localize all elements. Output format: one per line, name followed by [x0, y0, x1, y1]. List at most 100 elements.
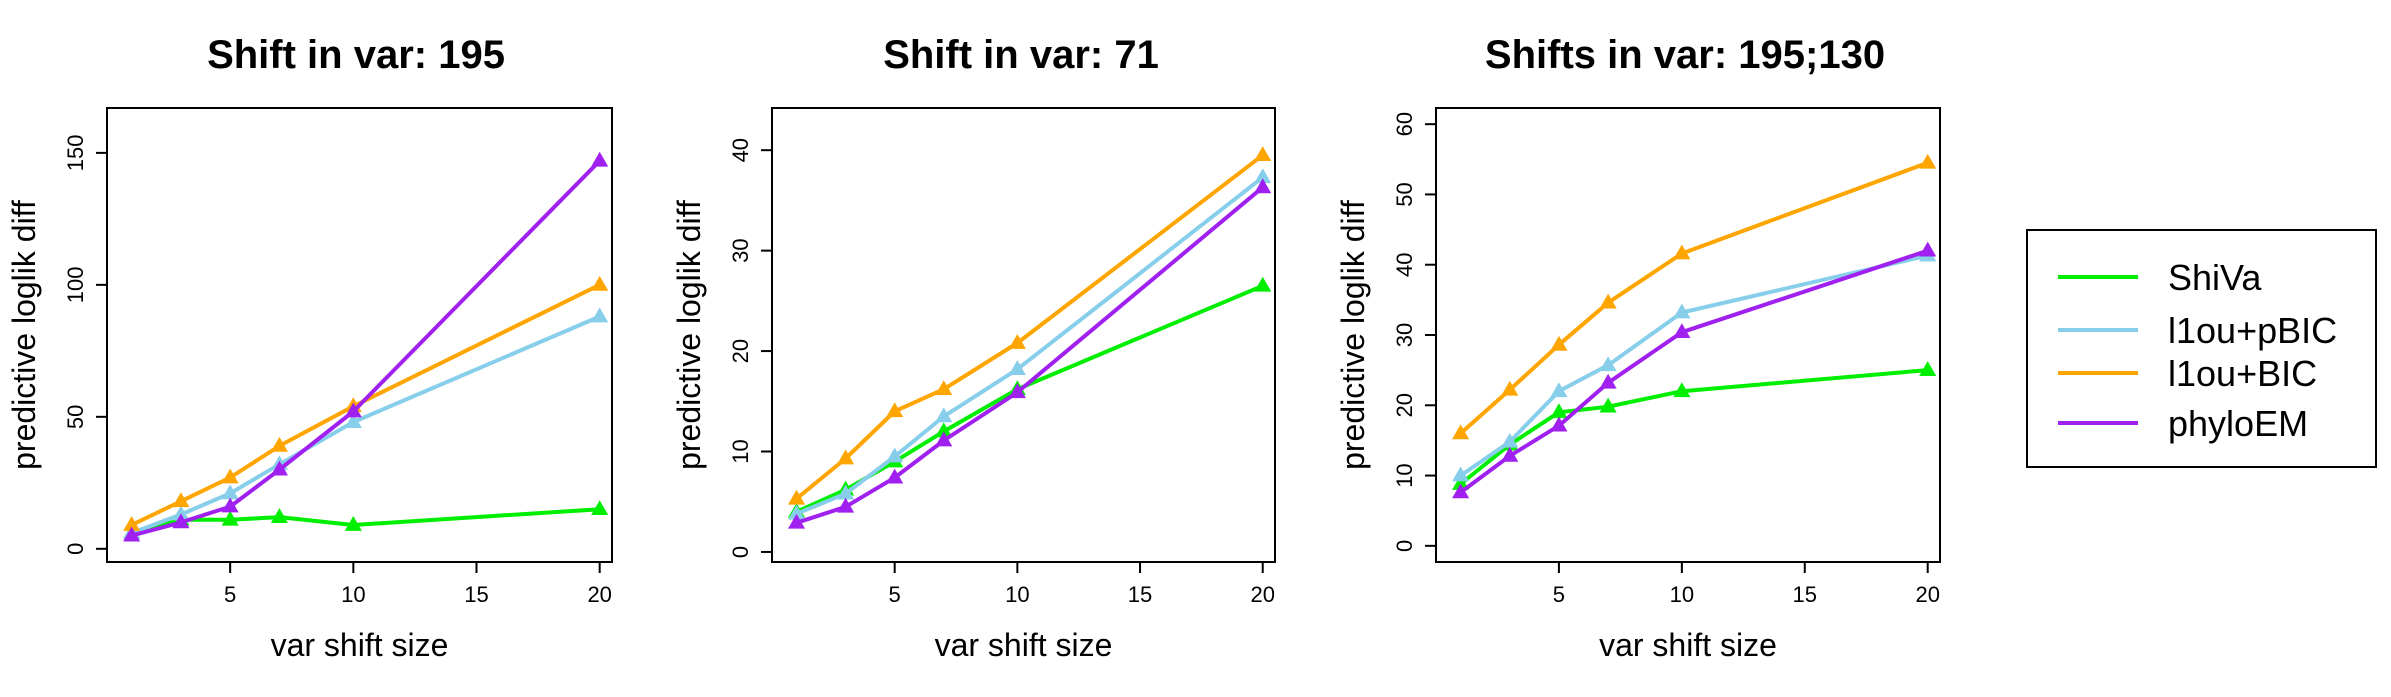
y-tick-label: 100	[63, 266, 88, 303]
y-axis-label: predictive loglik diff	[1335, 200, 1371, 470]
y-tick-label: 60	[1392, 112, 1417, 136]
series-line-l1ou-bic	[1458, 160, 1930, 436]
data-point-l1ou-bic	[1673, 244, 1691, 260]
data-point-phyloem	[344, 402, 362, 418]
data-point-l1ou-pbic	[1550, 382, 1568, 398]
x-axis-label: var shift size	[935, 627, 1113, 663]
x-tick-label: 15	[464, 582, 488, 607]
x-tick-label: 5	[224, 582, 236, 607]
data-point-l1ou-pbic	[1599, 356, 1617, 372]
data-point-shiva	[1254, 276, 1272, 292]
y-tick-label: 0	[728, 546, 753, 558]
data-point-l1ou-pbic	[935, 407, 953, 423]
data-point-l1ou-pbic	[837, 484, 855, 500]
data-point-phyloem	[1919, 241, 1937, 257]
series-line-phyloem	[1458, 248, 1930, 495]
data-point-phyloem	[1254, 178, 1272, 194]
legend-label-shiva: ShiVa	[2168, 257, 2262, 298]
data-point-l1ou-pbic	[591, 307, 609, 323]
data-point-l1ou-bic	[591, 275, 609, 291]
y-axis-label: predictive loglik diff	[6, 200, 42, 470]
x-tick-label: 10	[341, 582, 365, 607]
series-line-shiva	[794, 283, 1265, 514]
data-point-l1ou-pbic	[1501, 432, 1519, 448]
x-tick-label: 20	[1250, 582, 1274, 607]
data-point-phyloem	[787, 513, 806, 529]
data-point-shiva	[1673, 382, 1691, 398]
data-point-l1ou-pbic	[787, 504, 806, 520]
chart-panel-3: Shifts in var: 195;130 5 10 15 20 0 10 20 30 40 50…	[1335, 33, 1941, 663]
series-line-phyloem	[794, 185, 1265, 525]
data-point-phyloem	[123, 526, 141, 542]
x-tick-label: 20	[1915, 582, 1939, 607]
x-tick-label: 10	[1670, 582, 1694, 607]
y-tick-label: 40	[1392, 252, 1417, 276]
y-tick-label: 0	[1392, 540, 1417, 552]
data-point-shiva	[1550, 403, 1568, 419]
series-line-l1ou-pbic	[794, 175, 1265, 516]
data-point-phyloem	[837, 497, 855, 513]
data-point-l1ou-bic	[1501, 380, 1519, 396]
x-axis-label: var shift size	[1599, 627, 1777, 663]
data-point-l1ou-bic	[935, 380, 953, 396]
data-point-phyloem	[1452, 483, 1470, 499]
data-point-l1ou-pbic	[344, 413, 362, 428]
data-point-shiva	[1452, 474, 1470, 490]
data-point-l1ou-bic	[1599, 293, 1617, 309]
data-point-phyloem	[172, 513, 190, 529]
y-tick-label: 10	[1392, 463, 1417, 487]
data-point-l1ou-bic	[1550, 335, 1568, 351]
chart-title: Shift in var: 71	[883, 33, 1159, 77]
series-line-shiva	[1458, 368, 1930, 486]
legend-label-l1ou-pbic: l1ou+pBIC	[2168, 310, 2337, 351]
data-point-l1ou-bic	[837, 449, 855, 465]
data-point-l1ou-bic	[886, 402, 904, 418]
data-point-l1ou-bic	[123, 516, 141, 531]
chart-title: Shift in var: 195	[207, 33, 505, 77]
chart-title: Shifts in var: 195;130	[1485, 33, 1885, 77]
data-point-l1ou-bic	[1254, 146, 1272, 162]
data-point-phyloem	[270, 460, 288, 476]
data-point-phyloem	[1501, 446, 1519, 462]
legend-box	[2026, 229, 2377, 468]
data-point-l1ou-bic	[172, 492, 190, 508]
data-point-shiva	[935, 422, 953, 438]
data-point-l1ou-pbic	[221, 484, 239, 500]
data-point-phyloem	[1008, 383, 1026, 399]
series-line-l1ou-bic	[129, 282, 602, 527]
x-tick-label: 20	[587, 582, 611, 607]
plot-frame	[106, 107, 613, 563]
y-tick-label: 0	[63, 543, 88, 555]
data-point-shiva	[270, 508, 288, 523]
series-line-l1ou-pbic	[129, 314, 602, 535]
y-tick-label: 20	[728, 339, 753, 363]
legend-label-phyloem: phyloEM	[2168, 403, 2308, 444]
data-point-shiva	[1919, 361, 1937, 376]
data-point-l1ou-bic	[1919, 153, 1937, 169]
chart-panel-1: Shift in var: 195 5 10 15 20 0 50 100 150 var shi…	[6, 33, 613, 663]
data-point-l1ou-pbic	[172, 505, 190, 521]
y-tick-label: 50	[1392, 182, 1417, 206]
y-tick-label: 50	[63, 405, 88, 429]
data-point-l1ou-bic	[270, 436, 288, 452]
data-point-phyloem	[1599, 373, 1617, 389]
data-point-shiva	[221, 510, 239, 526]
data-point-l1ou-bic	[221, 468, 239, 484]
data-point-phyloem	[1673, 323, 1691, 339]
data-point-l1ou-pbic	[1254, 168, 1272, 184]
data-point-phyloem	[886, 468, 904, 484]
data-point-l1ou-bic	[1008, 334, 1026, 349]
series-line-l1ou-bic	[794, 153, 1265, 501]
y-tick-label: 40	[728, 138, 753, 162]
x-tick-label: 5	[889, 582, 901, 607]
data-point-phyloem	[1550, 416, 1568, 432]
data-point-phyloem	[221, 497, 239, 513]
x-tick-label: 5	[1553, 582, 1565, 607]
plot-frame	[771, 107, 1276, 563]
data-point-shiva	[591, 500, 609, 516]
legend: ShiVa l1ou+pBIC l1ou+BIC phyloEM	[2026, 229, 2377, 468]
data-point-phyloem	[591, 151, 609, 167]
data-point-phyloem	[935, 431, 953, 447]
legend-label-l1ou-bic: l1ou+BIC	[2168, 353, 2317, 394]
